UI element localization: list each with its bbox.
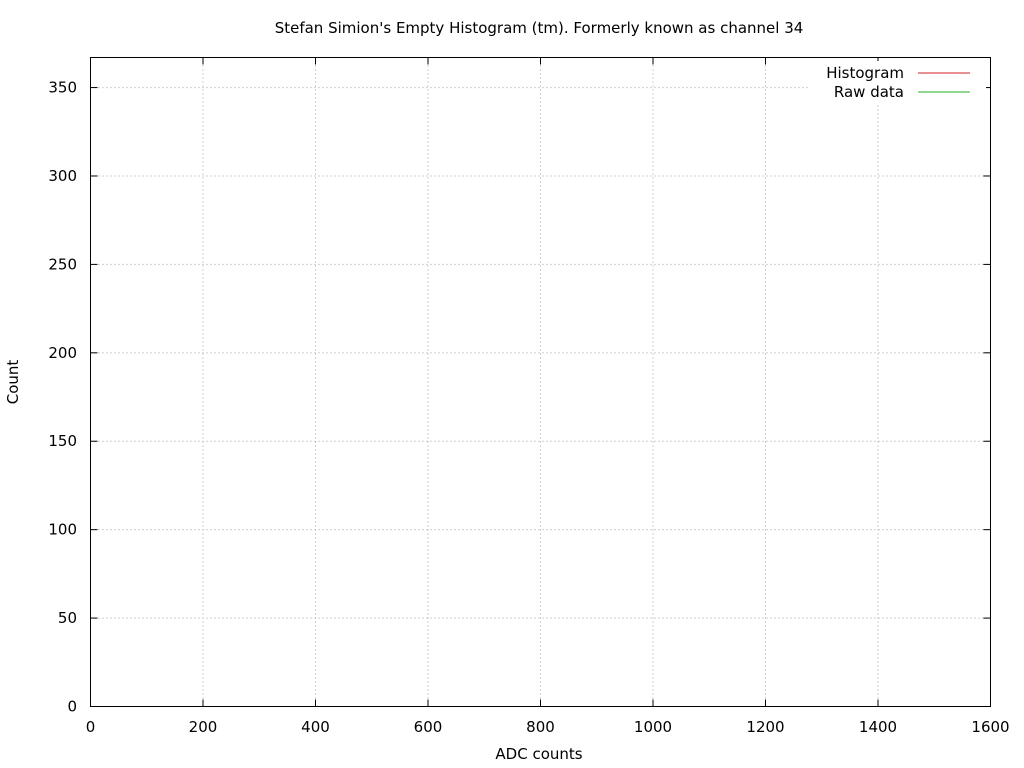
legend-label-raw-data: Raw data xyxy=(834,83,904,101)
y-tick-label: 50 xyxy=(58,609,77,627)
x-axis-label: ADC counts xyxy=(495,745,582,763)
x-tick-label: 400 xyxy=(301,718,330,736)
y-axis-label: Count xyxy=(4,360,22,405)
plot-area-frame xyxy=(90,57,991,707)
legend-background xyxy=(808,61,986,103)
legend-label-histogram: Histogram xyxy=(826,64,904,82)
y-tick-label: 150 xyxy=(48,432,77,450)
x-tick-label: 1000 xyxy=(634,718,672,736)
y-tick-label: 200 xyxy=(48,344,77,362)
grid-lines xyxy=(90,57,991,707)
x-tick-label: 200 xyxy=(189,718,218,736)
x-tick-label: 1600 xyxy=(971,718,1009,736)
legend: Histogram Raw data xyxy=(808,61,986,103)
x-tick-label: 0 xyxy=(86,718,96,736)
x-axis-tick-labels: 0 200 400 600 800 1000 1200 1400 1600 xyxy=(86,718,1010,736)
y-tick-label: 100 xyxy=(48,521,77,539)
x-tick-label: 1200 xyxy=(746,718,784,736)
x-tick-label: 600 xyxy=(414,718,443,736)
y-tick-label: 250 xyxy=(48,255,77,273)
y-axis-tick-labels: 0 50 100 150 200 250 300 350 xyxy=(48,79,77,716)
y-tick-label: 0 xyxy=(67,698,77,716)
y-tick-label: 300 xyxy=(48,167,77,185)
x-tick-label: 1400 xyxy=(859,718,897,736)
x-tick-label: 800 xyxy=(526,718,555,736)
y-tick-label: 350 xyxy=(48,79,77,97)
chart-title: Stefan Simion's Empty Histogram (tm). Fo… xyxy=(275,19,804,37)
